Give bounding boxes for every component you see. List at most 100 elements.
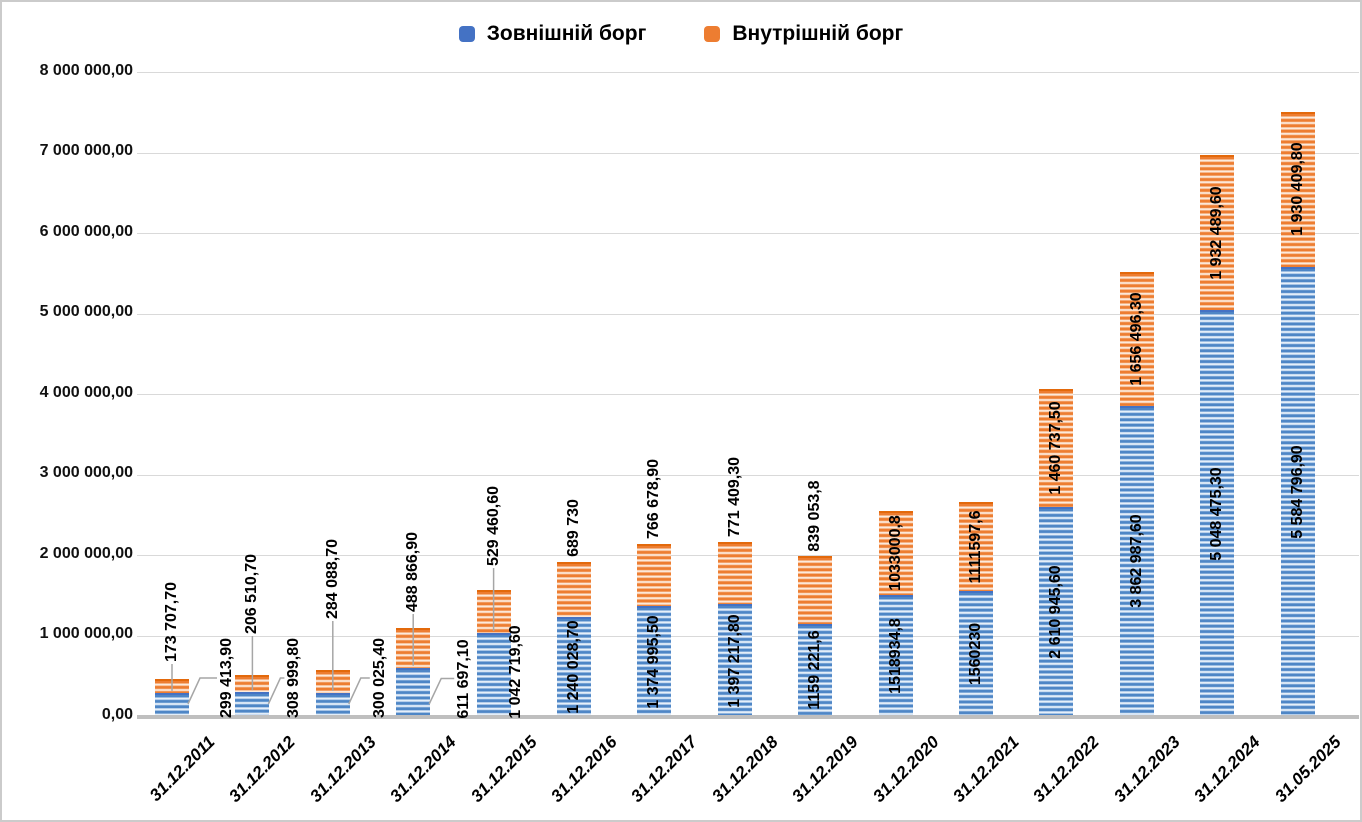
bar-internal-31-12-2017[interactable]: [637, 544, 672, 607]
gridline: [137, 313, 1359, 315]
bar-external-31-12-2022[interactable]: [1039, 506, 1074, 717]
data-label-external-31-12-2011: 299 413,90: [218, 637, 235, 719]
legend-swatch-external-icon: [458, 26, 475, 42]
data-label-internal-31-12-2015: 529 460,60: [484, 485, 502, 567]
legend-swatch-internal-icon: [704, 26, 721, 42]
data-label-internal-31-12-2022: 1 460 737,50: [1047, 401, 1065, 495]
data-label-external-31-12-2016: 1 240 028,70: [565, 620, 582, 714]
bar-external-31-12-2016[interactable]: [557, 617, 591, 717]
gridline: [137, 152, 1359, 154]
y-axis-tick-label: 3 000 000,00: [39, 464, 133, 482]
x-axis-label-31-12-2016: 31.12.2016: [547, 732, 621, 806]
x-axis-label-31-12-2023: 31.12.2023: [1109, 732, 1184, 806]
leader-line: [267, 677, 285, 705]
bar-external-31-12-2018[interactable]: [717, 604, 752, 717]
data-label-internal-31-12-2014: 488 866,90: [404, 531, 422, 613]
bar-internal-31-12-2013[interactable]: [315, 669, 350, 693]
x-axis-label-31-12-2013: 31.12.2013: [305, 732, 380, 806]
data-label-external-31-12-2013: 300 025,40: [370, 637, 388, 719]
data-label-internal-31-12-2021: 1111597,6: [967, 510, 984, 584]
y-axis-tick-label: 7 000 000,00: [39, 142, 133, 160]
bar-internal-31-12-2020[interactable]: [878, 511, 913, 595]
x-axis-label-31-12-2024: 31.12.2024: [1190, 732, 1264, 806]
bar-internal-31-12-2023[interactable]: [1119, 272, 1154, 406]
data-label-internal-31-12-2024: 1 932 489,60: [1208, 185, 1226, 280]
data-label-external-31-12-2021: 1560230: [967, 623, 984, 686]
bar-external-31-12-2013[interactable]: [315, 692, 350, 717]
x-axis-label-31-12-2011: 31.12.2011: [146, 732, 219, 806]
data-label-external-31-12-2015: 1 042 719,60: [506, 624, 524, 719]
x-axis-label-31-12-2019: 31.12.2019: [788, 732, 862, 806]
data-label-internal-31-12-2011: 173 707,70: [163, 581, 180, 663]
x-axis-label-31-12-2021: 31.12.2021: [949, 732, 1023, 806]
data-label-external-31-12-2017: 1 374 995,50: [645, 614, 663, 709]
bar-external-31-12-2019[interactable]: [798, 623, 833, 717]
data-label-external-31-12-2018: 1 397 217,80: [725, 614, 743, 708]
y-axis-tick-label: 8 000 000,00: [39, 61, 133, 79]
bar-external-31-12-2023[interactable]: [1119, 405, 1154, 717]
leader-line: [348, 677, 370, 705]
data-label-internal-31-12-2012: 206 510,70: [243, 553, 261, 635]
x-axis-label-31-05-2025: 31.05.2025: [1270, 732, 1345, 806]
bar-internal-31-12-2022[interactable]: [1039, 389, 1074, 507]
data-label-external-31-05-2025: 5 584 796,90: [1288, 445, 1306, 539]
bar-internal-31-12-2024[interactable]: [1200, 154, 1235, 311]
gridline: [137, 474, 1359, 476]
x-axis-label-31-12-2018: 31.12.2018: [707, 732, 782, 806]
data-label-internal-31-12-2020: 1033000,8: [886, 515, 904, 591]
data-label-external-31-12-2020: 1518934,8: [886, 617, 904, 694]
x-axis-label-31-12-2014: 31.12.2014: [386, 732, 460, 806]
bar-internal-31-12-2021[interactable]: [959, 501, 993, 592]
data-label-external-31-12-2023: 3 862 987,60: [1127, 514, 1145, 609]
legend-item-internal-debt[interactable]: Внутрішній борг: [704, 22, 903, 46]
data-label-internal-31-12-2017: 766 678,90: [645, 459, 663, 540]
y-axis-tick-label: 0,00: [101, 706, 133, 723]
x-axis-label-31-12-2020: 31.12.2020: [868, 732, 943, 806]
gridline: [137, 72, 1359, 74]
data-label-internal-31-12-2013: 284 088,70: [323, 538, 341, 620]
data-label-internal-31-12-2023: 1 656 496,30: [1127, 292, 1145, 386]
bar-external-31-05-2025[interactable]: [1280, 267, 1315, 717]
y-axis-tick-label: 2 000 000,00: [39, 544, 133, 562]
bar-external-31-12-2020[interactable]: [878, 594, 913, 717]
bar-internal-31-12-2018[interactable]: [717, 542, 752, 605]
bar-internal-31-12-2011[interactable]: [155, 678, 189, 693]
bar-external-31-12-2021[interactable]: [959, 591, 993, 717]
legend-label-external: Зовнішній борг: [486, 22, 647, 45]
data-label-internal-31-05-2025: 1 930 409,80: [1288, 142, 1306, 237]
data-label-external-31-12-2022: 2 610 945,60: [1047, 565, 1065, 659]
bar-external-31-12-2014[interactable]: [396, 667, 431, 717]
y-axis-tick-label: 5 000 000,00: [39, 303, 133, 321]
leader-line: [428, 677, 455, 705]
bar-external-31-12-2011[interactable]: [155, 692, 189, 717]
bar-external-31-12-2024[interactable]: [1200, 310, 1235, 717]
bar-internal-31-12-2014[interactable]: [396, 628, 431, 668]
x-axis-line: [137, 715, 1359, 719]
data-label-external-31-12-2012: 308 999,80: [285, 637, 303, 719]
legend-item-external-debt[interactable]: Зовнішній борг: [458, 22, 647, 46]
chart-legend: Зовнішній борг Внутрішній борг: [2, 22, 1360, 46]
leader-line: [187, 677, 217, 705]
bar-external-31-12-2015[interactable]: [476, 633, 511, 717]
x-axis-label-31-12-2017: 31.12.2017: [627, 732, 702, 806]
x-axis-label-31-12-2012: 31.12.2012: [225, 732, 300, 806]
legend-label-internal: Внутрішній борг: [732, 22, 904, 45]
bar-internal-31-05-2025[interactable]: [1280, 111, 1315, 268]
gridline: [137, 394, 1359, 396]
data-label-internal-31-12-2016: 689 730: [565, 498, 582, 557]
y-axis-tick-label: 1 000 000,00: [39, 625, 133, 643]
bar-external-31-12-2017[interactable]: [637, 606, 672, 717]
gridline: [137, 233, 1359, 235]
data-label-external-31-12-2014: 611 697,10: [455, 638, 473, 719]
y-axis-tick-label: 4 000 000,00: [39, 383, 133, 401]
bar-external-31-12-2012[interactable]: [235, 692, 270, 717]
bar-internal-31-12-2019[interactable]: [798, 556, 833, 624]
bar-internal-31-12-2016[interactable]: [557, 561, 591, 618]
data-label-external-31-12-2024: 5 048 475,30: [1208, 466, 1226, 561]
data-label-external-31-12-2019: 1159 221,6: [806, 630, 824, 710]
data-label-internal-31-12-2018: 771 409,30: [725, 457, 743, 538]
bar-internal-31-12-2012[interactable]: [235, 675, 270, 693]
bar-internal-31-12-2015[interactable]: [476, 590, 511, 633]
